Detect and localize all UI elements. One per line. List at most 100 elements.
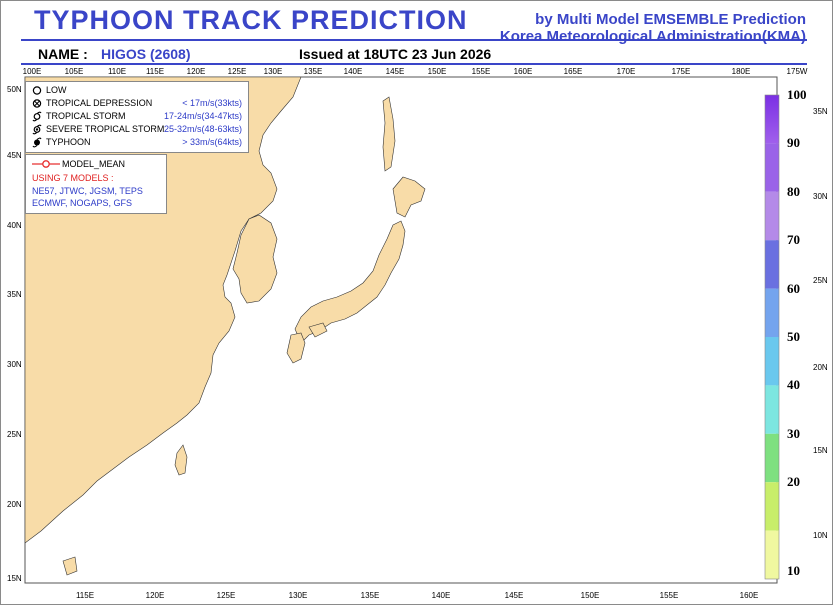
colorbar-segment bbox=[765, 433, 779, 483]
colorbar-label: 20 bbox=[787, 474, 800, 490]
model-list-line-2: ECMWF, NOGAPS, GFS bbox=[32, 198, 133, 208]
colorbar-label: 80 bbox=[787, 183, 800, 199]
left-lat-label: 30N bbox=[7, 360, 22, 369]
top-lon-label: 155E bbox=[472, 67, 491, 76]
taiwan bbox=[174, 444, 188, 476]
legend-row-sts: SEVERE TROPICAL STORM 25-32m/s(48-63kts) bbox=[26, 123, 248, 136]
bottom-lon-label: 135E bbox=[361, 591, 380, 600]
top-lon-label: 165E bbox=[564, 67, 583, 76]
left-lat-label: 15N bbox=[7, 574, 22, 583]
colorbar-label: 50 bbox=[787, 329, 800, 344]
typhoon-name-label: NAME : bbox=[38, 46, 88, 62]
right-lat-label: 20N bbox=[813, 363, 828, 372]
colorbar-label: 90 bbox=[787, 135, 800, 151]
colorbar-label: 30 bbox=[787, 425, 800, 441]
top-lon-label: 145E bbox=[386, 67, 405, 76]
page-title: TYPHOON TRACK PREDICTION bbox=[34, 5, 468, 35]
low-symbol-icon bbox=[32, 86, 42, 95]
top-lon-label: 110E bbox=[108, 67, 126, 76]
top-lon-label: 160E bbox=[514, 67, 533, 76]
top-lon-label: 125E bbox=[228, 67, 247, 76]
title-rule bbox=[21, 39, 807, 41]
top-lon-label: 175E bbox=[672, 67, 691, 76]
tropical-depression-icon bbox=[32, 99, 42, 108]
left-lat-label: 50N bbox=[7, 85, 22, 94]
left-lat-label: 45N bbox=[7, 151, 22, 160]
tropical-storm-icon bbox=[32, 111, 42, 122]
top-lon-label: 100E bbox=[23, 67, 42, 76]
bottom-lon-label: 125E bbox=[217, 591, 236, 600]
bottom-lon-label: 115E bbox=[76, 591, 94, 600]
bottom-lon-label: 155E bbox=[660, 591, 679, 600]
top-lon-label: 175W bbox=[787, 67, 808, 76]
legend-row-typhoon: TYPHOON > 33m/s(64kts) bbox=[26, 136, 248, 149]
model-info-box: MODEL_MEAN USING 7 MODELS : NE57, JTWC, … bbox=[25, 154, 167, 214]
hainan bbox=[62, 556, 78, 576]
legend-row-ts: TROPICAL STORM 17-24m/s(34-47kts) bbox=[26, 110, 248, 123]
bottom-lon-label: 130E bbox=[289, 591, 308, 600]
model-count-label: USING 7 MODELS : bbox=[32, 173, 114, 183]
top-longitude-labels: 100E 105E 110E 115E 120E 125E 130E 135E 140E 145E… bbox=[23, 67, 808, 76]
top-lon-label: 130E bbox=[264, 67, 283, 76]
model-list-line-1: NE57, JTWC, JGSM, TEPS bbox=[32, 186, 143, 196]
top-lon-label: 150E bbox=[428, 67, 447, 76]
colorbar-segment bbox=[765, 530, 779, 579]
japan-shikoku bbox=[308, 322, 328, 338]
severe-tropical-storm-icon bbox=[32, 124, 42, 135]
colorbar-segment bbox=[765, 288, 779, 337]
bottom-lon-label: 120E bbox=[146, 591, 165, 600]
colorbar-segment bbox=[765, 191, 779, 241]
colorbar-segment bbox=[765, 337, 779, 386]
bottom-lon-label: 140E bbox=[432, 591, 451, 600]
japan-kyushu bbox=[286, 332, 306, 364]
legend-row-td: TROPICAL DEPRESSION < 17m/s(33kts) bbox=[26, 97, 248, 110]
legend-row-low: LOW bbox=[26, 84, 248, 97]
right-latitude-labels: 35N 30N 25N 20N 15N 10N bbox=[813, 107, 828, 540]
colorbar-segment bbox=[765, 385, 779, 434]
org-line-1: by Multi Model EMSEMBLE Prediction bbox=[535, 11, 806, 28]
right-lat-label: 35N bbox=[813, 107, 828, 116]
colorbar-label: 70 bbox=[787, 232, 800, 248]
colorbar-label: 100 bbox=[787, 87, 807, 102]
bottom-longitude-labels: 115E 120E 125E 130E 135E 140E 145E 150E 155E 160E bbox=[76, 591, 758, 600]
top-lon-label: 170E bbox=[617, 67, 636, 76]
right-lat-label: 15N bbox=[813, 446, 828, 455]
top-lon-label: 180E bbox=[732, 67, 751, 76]
colorbar-label: 10 bbox=[787, 563, 800, 578]
colorbar-border bbox=[764, 94, 780, 580]
korean-peninsula bbox=[232, 214, 278, 304]
header-rule bbox=[21, 63, 807, 65]
colorbar-segment bbox=[765, 482, 779, 531]
bottom-lon-label: 160E bbox=[740, 591, 759, 600]
left-lat-label: 40N bbox=[7, 221, 22, 230]
top-lon-label: 105E bbox=[65, 67, 84, 76]
issued-time: Issued at 18UTC 23 Jun 2026 bbox=[299, 46, 492, 62]
typhoon-name-value: HIGOS (2608) bbox=[101, 46, 191, 62]
right-lat-label: 25N bbox=[813, 276, 828, 285]
left-lat-label: 25N bbox=[7, 430, 22, 439]
top-lon-label: 135E bbox=[304, 67, 323, 76]
left-lat-label: 35N bbox=[7, 290, 22, 299]
left-lat-label: 20N bbox=[7, 500, 22, 509]
right-lat-label: 10N bbox=[813, 531, 828, 540]
top-lon-label: 140E bbox=[344, 67, 363, 76]
model-mean-label: MODEL_MEAN bbox=[62, 159, 126, 169]
bottom-lon-label: 150E bbox=[581, 591, 600, 600]
top-lon-label: 120E bbox=[187, 67, 206, 76]
left-latitude-labels: 50N 45N 40N 35N 30N 25N 20N 15N bbox=[7, 85, 22, 583]
probability-colorbar bbox=[764, 94, 780, 580]
colorbar-label: 60 bbox=[787, 280, 800, 296]
sakhalin bbox=[382, 96, 396, 172]
bottom-lon-label: 145E bbox=[505, 591, 524, 600]
intensity-legend: LOW TROPICAL DEPRESSION < 17m/s(33kts) T… bbox=[25, 81, 249, 153]
japan-hokkaido bbox=[392, 176, 426, 218]
colorbar-segment bbox=[765, 240, 779, 289]
colorbar-segment bbox=[765, 143, 779, 192]
colorbar-label: 40 bbox=[787, 377, 800, 393]
typhoon-icon bbox=[32, 137, 42, 148]
colorbar-segment bbox=[765, 95, 779, 144]
top-lon-label: 115E bbox=[146, 67, 164, 76]
model-mean-line-icon bbox=[32, 160, 60, 168]
right-lat-label: 30N bbox=[813, 192, 828, 201]
